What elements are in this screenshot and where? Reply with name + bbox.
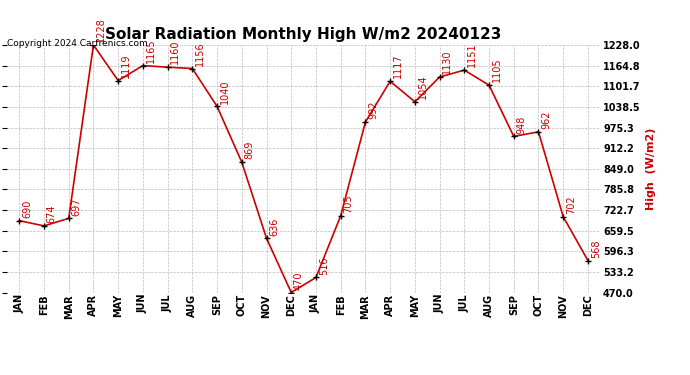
Text: 470: 470 [294, 271, 304, 290]
Text: 690: 690 [22, 200, 32, 218]
Text: 1165: 1165 [146, 38, 156, 63]
Text: 1151: 1151 [467, 43, 477, 68]
Text: 1228: 1228 [96, 18, 106, 42]
Text: 992: 992 [368, 101, 378, 119]
Text: 948: 948 [517, 115, 526, 134]
Text: 1117: 1117 [393, 54, 403, 78]
Text: 705: 705 [344, 194, 353, 213]
Text: 1160: 1160 [170, 40, 180, 64]
Text: 962: 962 [541, 111, 551, 129]
Text: 1130: 1130 [442, 50, 453, 74]
Text: 1105: 1105 [492, 58, 502, 82]
Text: 1119: 1119 [121, 53, 131, 78]
Text: 568: 568 [591, 239, 601, 258]
Text: 516: 516 [319, 256, 328, 275]
Text: 1054: 1054 [417, 74, 428, 99]
Text: 869: 869 [244, 141, 255, 159]
Text: 702: 702 [566, 195, 576, 214]
Text: 697: 697 [72, 197, 81, 216]
Y-axis label: High  (W/m2): High (W/m2) [647, 128, 656, 210]
Text: 636: 636 [269, 217, 279, 236]
Text: 674: 674 [47, 205, 57, 223]
Text: 1040: 1040 [220, 79, 230, 104]
Text: 1156: 1156 [195, 41, 205, 66]
Title: Solar Radiation Monthly High W/m2 20240123: Solar Radiation Monthly High W/m2 202401… [106, 27, 502, 42]
Text: Copyright 2024 Carfrenics.com: Copyright 2024 Carfrenics.com [7, 39, 148, 48]
